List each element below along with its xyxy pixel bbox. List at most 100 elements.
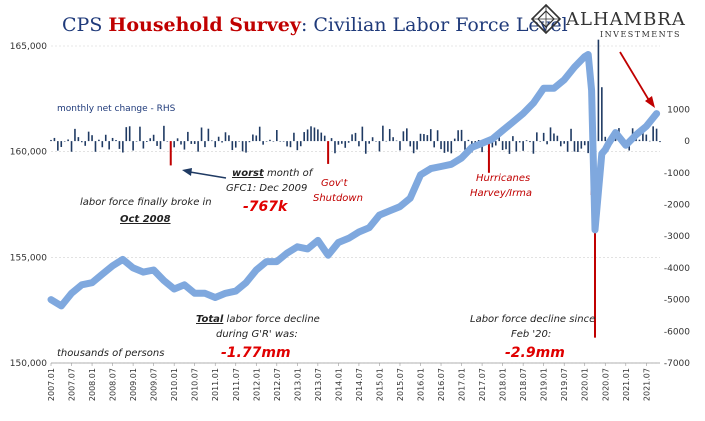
left-y-axis: 150,000 155,000 160,000 165,000 [10,42,47,369]
change-bar [50,139,52,142]
x-tick-label: 2014.01 [334,368,343,401]
change-bar [241,141,244,152]
change-bar [190,141,193,144]
change-bar [645,134,648,142]
x-tick-label: 2007.01 [47,368,56,401]
left-tick-label: 160,000 [10,148,47,158]
change-bar [272,141,275,142]
x-tick-label: 2016.01 [417,368,426,401]
change-bar [166,141,169,142]
change-bar [402,131,405,142]
change-bar [269,139,271,142]
right-tick-label: 1000 [667,105,690,115]
change-bar [423,134,425,142]
x-tick-label: 2014.07 [355,368,364,401]
change-bar [460,129,463,142]
change-bar [518,141,521,143]
change-bar [412,141,415,154]
change-bar [53,137,56,142]
annotation-oct2008-line2: Oct 2008 [120,214,171,225]
change-bar [293,132,295,142]
change-bar [145,141,148,142]
change-bar [426,135,429,142]
annotation-gr-line2: during G'R' was: [216,329,298,340]
chart-title: CPS Household Survey: Civilian Labor For… [62,14,568,36]
change-bar [334,141,336,154]
annotation-feb20-line2: Feb '20: [511,329,551,340]
change-bar [494,141,497,146]
change-bar [282,141,285,142]
change-bar [313,127,316,142]
change-bar [512,136,514,142]
x-tick-label: 2019.07 [560,368,569,401]
annotation-gfc-line2: GFC1: Dec 2009 [226,183,307,194]
change-bar [80,141,83,143]
change-bar [132,141,134,151]
change-bar [638,139,641,142]
x-tick-label: 2015.01 [375,368,384,401]
change-bar [583,141,586,146]
alhambra-logo: ALHAMBRA INVESTMENTS [530,3,685,39]
left-tick-label: 150,000 [10,359,47,369]
change-bar [187,131,189,142]
annotation-gr-value: -1.77mm [221,345,291,361]
change-bar [378,141,381,152]
x-tick-label: 2021.07 [642,368,651,401]
change-bar [395,140,398,142]
change-bar [522,141,524,151]
change-bar [152,134,155,142]
change-bar [341,141,343,144]
x-tick-label: 2019.01 [540,368,549,401]
x-tick-label: 2017.07 [478,368,487,401]
change-bar [330,138,333,142]
change-bar [115,140,117,142]
change-bar [429,129,432,142]
change-bar [587,141,589,154]
change-bar [156,141,158,146]
x-tick-label: 2018.07 [519,368,528,401]
change-bar [265,141,268,142]
x-tick-label: 2020.07 [601,368,610,401]
change-bar [214,141,217,148]
change-bar [457,130,459,142]
change-bar [289,141,292,148]
left-tick-label: 155,000 [10,253,47,263]
change-bar [77,137,80,142]
change-bar [416,141,418,150]
change-bar [542,132,545,142]
change-bar [399,141,401,151]
x-tick-label: 2010.07 [191,368,200,401]
change-bar [327,141,330,164]
x-tick-label: 2016.07 [437,368,446,401]
change-bar [563,141,566,144]
change-bar [570,128,572,142]
left-tick-label: 165,000 [10,42,47,52]
change-bar [368,141,370,144]
change-bar [443,141,446,153]
change-bar [529,141,531,143]
change-bar [173,141,175,148]
change-bar [200,127,203,142]
change-bar [433,141,435,148]
change-bar [614,138,617,142]
x-tick-label: 2009.01 [129,368,138,401]
right-tick-label: -2000 [664,201,690,211]
x-tick-label: 2007.07 [68,368,77,401]
change-bar [228,135,230,142]
change-bar [525,140,528,142]
units-label: thousands of persons [57,348,164,359]
change-bar [447,141,449,152]
logo-sub: INVESTMENTS [600,30,681,39]
chart-title-suffix: : Civilian Labor Force Level [301,14,568,36]
change-bar [180,141,182,145]
change-bar [74,128,76,142]
change-bar [142,141,145,149]
x-tick-label: 2017.01 [458,368,467,401]
gfc-pointer-arrow [182,168,227,179]
change-bar [163,125,165,142]
change-bar [128,126,131,142]
change-bar [310,126,312,142]
chart-title-prefix: CPS [62,14,108,36]
change-bar [245,141,247,153]
annotation-gr-line1: Total labor force decline [196,314,320,325]
